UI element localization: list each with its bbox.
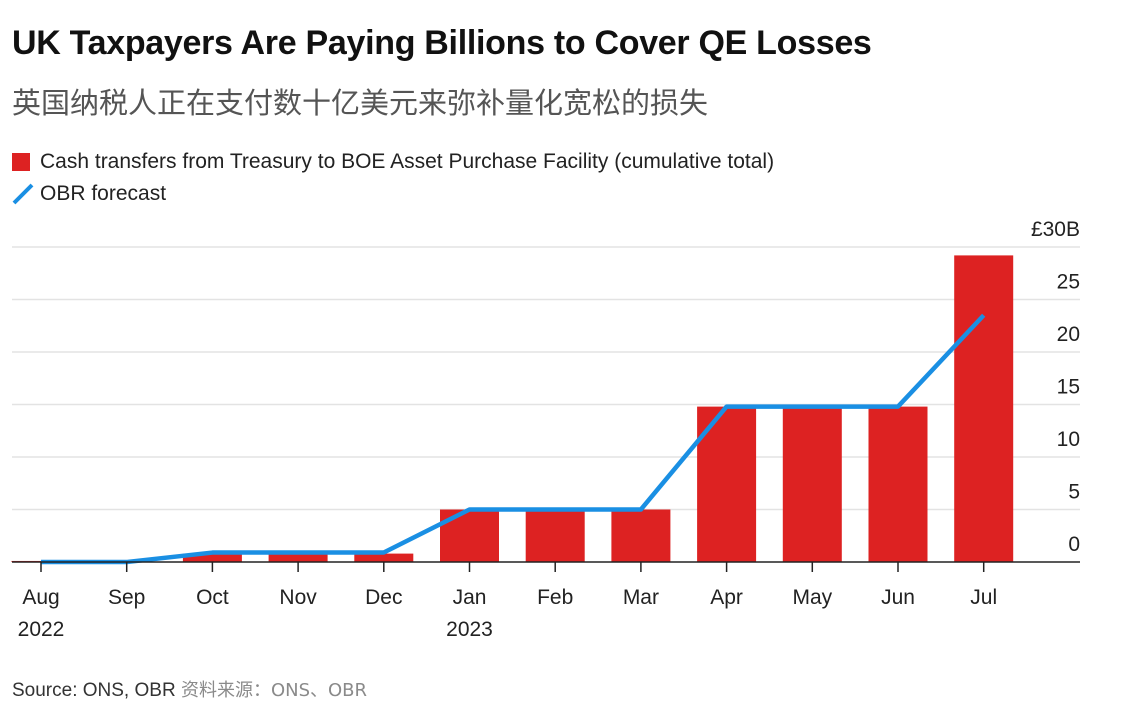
bar [354,553,414,562]
legend-bar-swatch [12,153,30,171]
x-tick-label: Jul [970,586,997,609]
bar [268,553,328,562]
forecast-line-layer [41,313,986,565]
x-tick-label: Apr [710,586,743,609]
legend-item-line: OBR forecast [12,178,774,210]
legend-item-bars: Cash transfers from Treasury to BOE Asse… [12,146,774,178]
legend-line-label: OBR forecast [40,182,167,205]
y-tick-label: 0 [1068,533,1080,556]
legend: Cash transfers from Treasury to BOE Asse… [12,146,774,210]
y-tick-label: 20 [1057,323,1080,346]
bar [868,406,928,562]
bar [182,553,242,562]
legend-bar-label: Cash transfers from Treasury to BOE Asse… [40,150,775,173]
x-tick-label: Jun [881,586,915,609]
x-tick-label: Sep [108,586,145,609]
bar [525,509,585,562]
y-tick-label: 10 [1057,428,1080,451]
source-note: Source: ONS, OBR 资料来源：ONS、OBR [12,676,367,702]
x-axis-ticks: Aug 2022 Sep Oct Nov Dec Jan 2023 Feb Mar Apr May Ju… [18,562,997,641]
y-tick-label: 15 [1057,376,1080,399]
x-tick-label: Feb [537,586,573,609]
x-tick-year-label: 2023 [446,618,493,641]
source-cn: 资料来源：ONS、OBR [180,680,368,701]
bar [611,509,671,562]
forecast-line [41,313,986,565]
y-tick-label: 25 [1057,271,1080,294]
legend-line-swatch [12,183,34,205]
x-tick-label: Jan [453,586,487,609]
y-tick-label: 5 [1068,481,1080,504]
x-tick-label: Aug [22,586,59,609]
x-tick-label: Nov [279,586,317,609]
bar [782,406,842,562]
source-en: Source: ONS, OBR [12,680,176,701]
chart-subtitle: 英国纳税人正在支付数十亿美元来弥补量化宽松的损失 [12,86,709,120]
x-tick-label: Oct [196,586,229,609]
bars [11,255,1014,562]
y-tick-label: £30B [1031,218,1080,241]
bar [954,255,1014,562]
x-tick-label: Dec [365,586,402,609]
x-tick-label: Mar [623,586,659,609]
y-axis-ticks: 0 5 10 15 20 25 £30B [1031,218,1080,556]
x-tick-year-label: 2022 [18,618,65,641]
x-tick-label: May [792,586,832,609]
chart-title: UK Taxpayers Are Paying Billions to Cove… [12,24,872,62]
